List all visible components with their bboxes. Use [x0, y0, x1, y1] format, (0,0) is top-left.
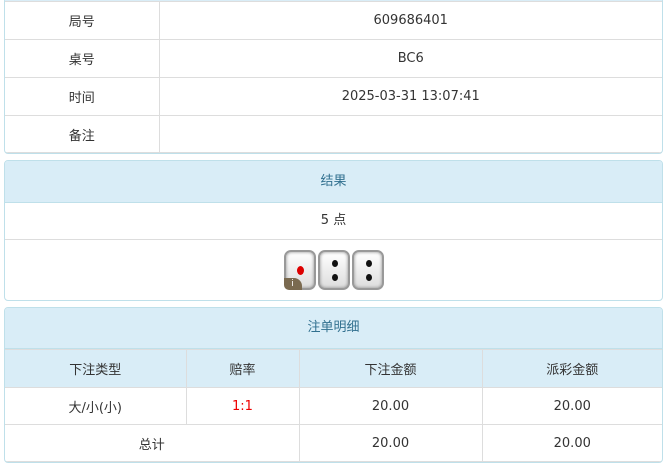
- table-number: BC6: [158, 39, 662, 78]
- bet-amount: 20.00: [298, 387, 483, 425]
- header-bet-type: 下注类型: [5, 349, 187, 388]
- info-panel: 局号 609686401 桌号 BC6 时间 2025-03-31 13:07:41 …: [4, 0, 663, 154]
- label: 时间: [5, 77, 160, 116]
- round-number: 609686401: [158, 1, 662, 40]
- info-row-remark: 备注: [5, 115, 662, 153]
- total-amount: 20.00: [298, 424, 483, 462]
- label: 桌号: [5, 39, 160, 78]
- payout: 20.00: [481, 387, 662, 425]
- table-row: 大/小(小) 1:1 20.00 20.00: [5, 387, 662, 425]
- result-panel: 结果 5 点 i: [4, 160, 663, 301]
- bet-type: 大/小(小): [5, 387, 187, 425]
- info-icon[interactable]: i: [283, 278, 302, 290]
- header-bet-amount: 下注金额: [298, 349, 483, 388]
- info-table: 局号 609686401 桌号 BC6 时间 2025-03-31 13:07:41 …: [5, 1, 662, 153]
- result-points: 5 点: [5, 203, 662, 240]
- info-row-table: 桌号 BC6: [5, 39, 662, 78]
- total-label: 总计: [5, 424, 300, 462]
- bets-panel: 注单明细 下注类型 赔率 下注金额 派彩金额 大/小(小) 1:1 20.00 …: [4, 307, 663, 463]
- bets-header-row: 下注类型 赔率 下注金额 派彩金额: [5, 349, 662, 388]
- die-one-icon: i: [283, 250, 316, 290]
- odds: 1:1: [185, 387, 300, 425]
- remark: [158, 115, 662, 153]
- result-title: 结果: [5, 161, 662, 203]
- label: 备注: [5, 115, 160, 153]
- bets-title: 注单明细: [5, 308, 662, 349]
- bets-table: 下注类型 赔率 下注金额 派彩金额 大/小(小) 1:1 20.00 20.00…: [5, 349, 662, 462]
- total-payout: 20.00: [481, 424, 662, 462]
- die-two-icon: [351, 250, 384, 290]
- info-row-round: 局号 609686401: [5, 1, 662, 40]
- info-row-time: 时间 2025-03-31 13:07:41: [5, 77, 662, 116]
- dice-row: i: [5, 240, 662, 300]
- total-row: 总计 20.00 20.00: [5, 424, 662, 462]
- header-payout: 派彩金额: [481, 349, 662, 388]
- time: 2025-03-31 13:07:41: [158, 77, 662, 116]
- die-two-icon: [317, 250, 350, 290]
- header-odds: 赔率: [185, 349, 300, 388]
- label: 局号: [5, 1, 160, 40]
